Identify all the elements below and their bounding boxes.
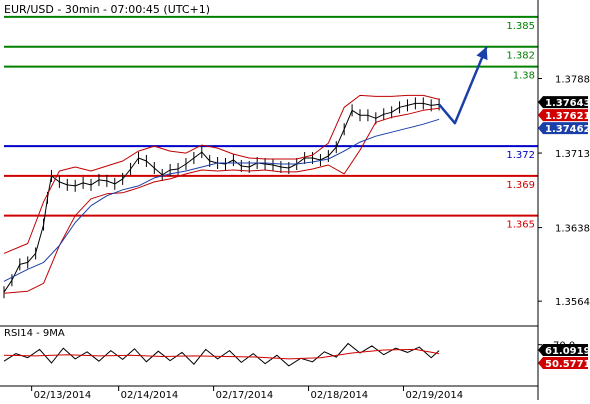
rsi-tag-box (538, 356, 588, 369)
price-tick-label: 1.3638 (555, 224, 590, 235)
level-label: 1.38 (513, 71, 535, 82)
price-tag: 1.37462 (538, 122, 590, 135)
price-tag: 1.37621 (538, 109, 590, 122)
time-tick-label: 02/17/2014 (216, 390, 274, 400)
series-bollinger-upper (3, 94, 440, 254)
price-tag-box (538, 96, 588, 109)
price-tag-label: 1.37643 (545, 98, 590, 109)
level-label: 1.382 (506, 51, 535, 62)
series-bollinger-lower (3, 107, 440, 294)
price-tick-label: 1.3788 (555, 75, 590, 86)
time-tick-label: 02/13/2014 (34, 390, 92, 400)
series-forecast-arrow (438, 46, 488, 125)
level-label: 1.365 (506, 220, 535, 231)
rsi-title: RSI14 - 9MA (4, 328, 65, 339)
price-tick-label: 1.3564 (555, 297, 590, 308)
time-tick-label: 02/19/2014 (405, 390, 463, 400)
price-tag-label: 1.37621 (545, 111, 590, 122)
level-label: 1.369 (506, 180, 535, 191)
price-tag-label: 1.37462 (545, 124, 590, 135)
level-label: 1.385 (506, 21, 535, 32)
rsi-tag-label: 50.5771 (545, 359, 590, 370)
rsi-tag: 61.0919 (538, 343, 590, 357)
time-tick-label: 02/18/2014 (311, 390, 369, 400)
price-tick-label: 1.3713 (555, 149, 590, 160)
price-tag-box (538, 109, 588, 122)
series-moving-average (3, 118, 440, 282)
labels: EUR/USD - 30min - 07:00:45 (UTC+1) RSI14… (4, 3, 210, 339)
rsi-tag: 50.5771 (538, 356, 590, 370)
chart-title: EUR/USD - 30min - 07:00:45 (UTC+1) (4, 3, 210, 16)
rsi-tag-box (538, 343, 588, 356)
price-series (3, 46, 488, 299)
forecast-arrowhead (476, 46, 488, 61)
level-label: 1.372 (506, 150, 535, 161)
rsi-series-rsi (3, 342, 440, 367)
time-tick-label: 02/14/2014 (121, 390, 179, 400)
price-tag-box (538, 122, 588, 135)
price-tag: 1.37643 (538, 96, 590, 109)
rsi-series-rsi-ma (3, 348, 440, 360)
level-lines: 1.385 1.382 1.38 1.372 1.369 1.365 (4, 15, 538, 231)
rsi-tag-label: 61.0919 (545, 346, 590, 357)
